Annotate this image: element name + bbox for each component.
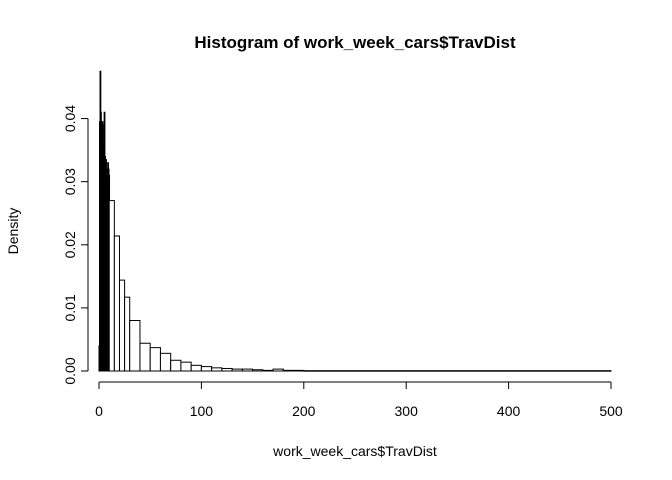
x-tick-label: 500 [599,403,623,419]
histogram-bar [272,368,284,372]
histogram-bar [149,347,161,372]
histogram-bar [113,235,120,372]
y-axis: 0.00 0.01 0.02 0.03 0.04 [62,105,89,385]
histogram-bar [108,200,115,372]
histogram-bar [293,369,305,372]
histogram-bar [231,368,243,372]
histogram-bar [303,370,612,372]
histogram-bar [200,366,213,372]
x-tick-label: 100 [190,403,214,419]
histogram-bar [159,352,172,372]
chart-title: Histogram of work_week_cars$TravDist [194,33,516,52]
x-tick-label: 300 [395,403,419,419]
y-tick-label: 0.02 [62,231,78,258]
histogram-bar [180,361,192,372]
histogram-bar [282,369,295,372]
histogram-bar [139,342,151,372]
histogram-bar [124,296,131,372]
histogram-bar [262,369,274,372]
histogram-bar [211,367,223,372]
x-axis-label: work_week_cars$TravDist [272,443,437,459]
y-tick-label: 0.03 [62,168,78,195]
histogram-bar [221,367,233,372]
histogram-bar [190,364,202,372]
y-tick-label: 0.00 [62,357,78,384]
x-axis: 0 100 200 300 400 500 [95,381,623,419]
histogram-bar [252,369,264,372]
y-tick-label: 0.04 [62,105,78,132]
y-axis-label: Density [5,208,21,255]
histogram-bar [241,368,254,372]
histogram-bar [170,359,182,372]
x-tick-label: 0 [95,403,103,419]
histogram-bar [118,279,126,372]
histogram-bar [129,320,141,372]
x-tick-label: 200 [292,403,316,419]
histogram-bars [98,70,612,372]
y-tick-label: 0.01 [62,294,78,321]
x-tick-label: 400 [497,403,521,419]
